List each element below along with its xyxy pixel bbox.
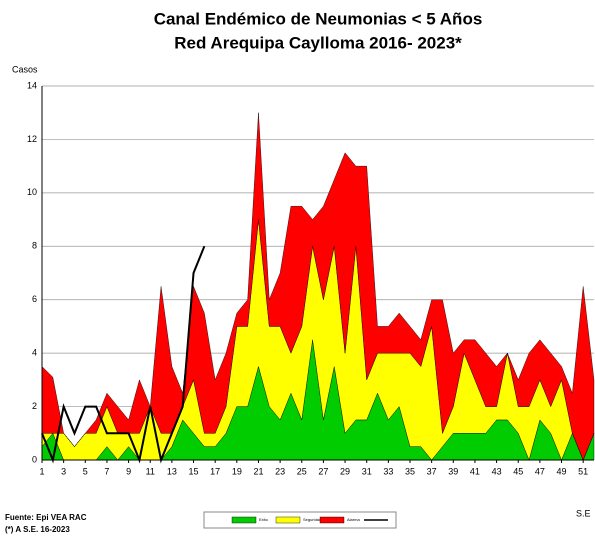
- x-tick-label: 13: [167, 466, 177, 476]
- chart-subtitle: Red Arequipa Caylloma 2016- 2023*: [174, 33, 462, 52]
- y-tick-label: 0: [32, 454, 37, 464]
- x-tick-label: 43: [492, 466, 502, 476]
- area: [41, 112, 595, 461]
- x-tick-label: 23: [275, 466, 285, 476]
- x-tick-label: 11: [146, 466, 155, 476]
- x-tick-label: 45: [513, 466, 523, 476]
- x-tick-label: 47: [535, 466, 545, 476]
- y-tick-label: 2: [32, 401, 37, 411]
- x-tick-label: 49: [557, 466, 567, 476]
- x-tick-label: 35: [405, 466, 415, 476]
- y-axis-label: Casos: [12, 64, 38, 74]
- line: [41, 245, 206, 464]
- x-tick-label: 37: [427, 466, 437, 476]
- x-tick-label: 25: [297, 466, 307, 476]
- x-tick-label: 3: [61, 466, 66, 476]
- chart-title: Canal Endémico de Neumonias < 5 Años: [154, 9, 483, 28]
- legend-swatch: [231, 516, 257, 524]
- x-tick-label: 33: [383, 466, 393, 476]
- legend-label: Seguridad: [303, 517, 321, 522]
- x-tick-label: 1: [39, 466, 44, 476]
- legend-label: Alarma: [347, 517, 360, 522]
- x-axis-label: S.E: [576, 508, 591, 518]
- x-tick-label: 31: [362, 466, 372, 476]
- x-tick-label: 51: [578, 466, 588, 476]
- x-tick-label: 27: [318, 466, 328, 476]
- y-tick-label: 6: [32, 294, 37, 304]
- y-tick-label: 10: [27, 187, 37, 197]
- legend-swatch: [275, 516, 301, 524]
- x-tick-label: 15: [189, 466, 199, 476]
- legend-swatch: [319, 516, 345, 524]
- x-tick-label: 7: [104, 466, 109, 476]
- x-tick-label: 29: [340, 466, 350, 476]
- y-tick-label: 8: [32, 241, 37, 251]
- note: (*) A S.E. 16-2023: [5, 525, 70, 534]
- x-tick-label: 41: [470, 466, 480, 476]
- y-tick-label: 12: [27, 134, 37, 144]
- y-tick-label: 4: [32, 348, 37, 358]
- x-tick-label: 21: [253, 466, 263, 476]
- x-tick-label: 17: [210, 466, 220, 476]
- x-tick-label: 39: [448, 466, 458, 476]
- x-tick-label: 9: [126, 466, 131, 476]
- x-tick-label: 19: [232, 466, 242, 476]
- x-tick-label: 5: [83, 466, 88, 476]
- note: Fuente: Epi VEA RAC: [5, 513, 87, 522]
- legend-label: Exito: [259, 517, 269, 522]
- y-tick-label: 14: [27, 80, 37, 90]
